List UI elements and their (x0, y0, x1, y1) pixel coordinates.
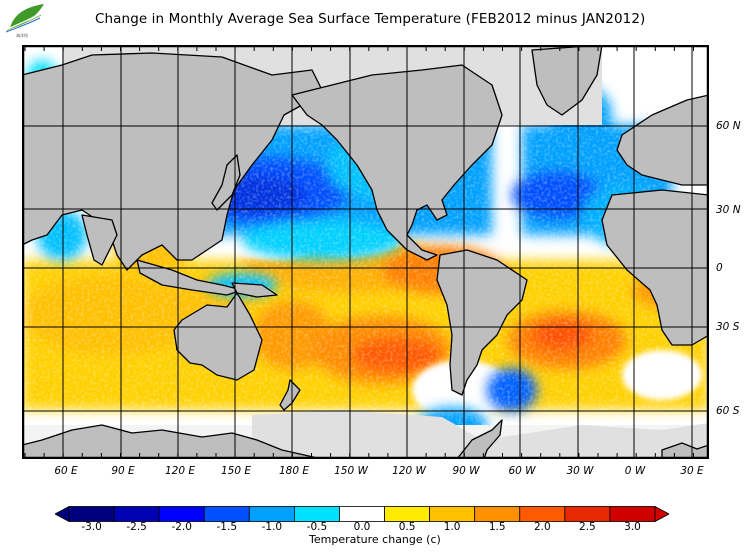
colorbar-swatch (339, 506, 385, 522)
land-asia (22, 52, 323, 271)
land-greenland (531, 45, 603, 116)
land-japan (211, 154, 241, 211)
colorbar-tick-label: 2.5 (579, 521, 596, 533)
lon-label-30w: 30 W (566, 465, 594, 477)
lat-label-60n: 60 N (716, 120, 741, 132)
map-title: Change in Monthly Average Sea Surface Te… (95, 11, 646, 27)
colorbar-tick-label: 0.5 (398, 521, 416, 533)
colorbar-tick-label: 0.0 (353, 521, 371, 533)
colorbar-tick-label: -1.5 (216, 521, 238, 533)
colorbar-tick-label: -0.5 (306, 521, 328, 533)
lon-label-120w: 120 W (392, 465, 426, 477)
lon-label-0w: 0 W (624, 465, 646, 477)
leaf-logo-icon: 海洋所 (5, 4, 44, 38)
lon-label-90w: 90 W (452, 465, 480, 477)
colorbar-tick-label: -1.0 (261, 521, 283, 533)
land-antarctica-east (661, 442, 709, 459)
colorbar-swatch (519, 506, 566, 522)
lon-label-30e: 30 E (680, 465, 704, 477)
lon-label-90e: 90 E (111, 465, 135, 477)
colorbar-tick-label: 1.0 (443, 521, 461, 533)
colorbar-over-arrow (654, 506, 669, 522)
lon-label-150w: 150 W (334, 465, 368, 477)
colorbar-swatch (248, 506, 295, 522)
colorbar-swatch (564, 506, 611, 522)
land-new-guinea (231, 282, 278, 298)
colorbar-tick-label: -2.5 (126, 521, 147, 533)
colorbar-swatch (158, 506, 205, 522)
colorbar-swatch (429, 506, 476, 522)
colorbar-tick-label: -3.0 (81, 521, 102, 533)
land-india (81, 214, 118, 266)
colorbar-tick-label: 2.0 (533, 521, 551, 533)
lon-label-120e: 120 E (164, 465, 196, 477)
colorbar-swatch (474, 506, 521, 522)
lat-label-60s: 60 S (716, 405, 740, 417)
colorbar-swatch (203, 506, 250, 522)
logo-caption: 海洋所 (16, 32, 28, 38)
colorbar (55, 506, 669, 522)
lon-label-180e: 180 E (278, 465, 310, 477)
colorbar-swatch (293, 506, 340, 522)
lat-label-30n: 30 N (716, 204, 741, 216)
lon-label-60w: 60 W (508, 465, 536, 477)
colorbar-swatch (113, 506, 160, 522)
lat-label-30s: 30 S (716, 321, 740, 333)
colorbar-swatch (384, 506, 431, 522)
land-south-america (436, 249, 528, 396)
sst-change-map (22, 45, 709, 459)
colorbar-swatch (609, 506, 656, 522)
colorbar-title: Temperature change (c) (309, 533, 441, 546)
colorbar-tick-label: 3.0 (624, 521, 641, 533)
lat-label-0: 0 (716, 262, 723, 274)
colorbar-tick-label: 1.5 (488, 521, 506, 533)
land-antarctica (22, 424, 323, 459)
colorbar-swatch (68, 506, 115, 522)
map-frame (22, 45, 709, 459)
colorbar-under-arrow (55, 506, 70, 522)
land-north-america (291, 64, 503, 261)
colorbar-tick-label: -2.0 (171, 521, 192, 533)
land-australia (173, 292, 263, 381)
land-new-zealand (279, 379, 301, 411)
lon-label-60e: 60 E (54, 465, 78, 477)
lon-label-150e: 150 E (220, 465, 252, 477)
land-europe (616, 94, 709, 186)
